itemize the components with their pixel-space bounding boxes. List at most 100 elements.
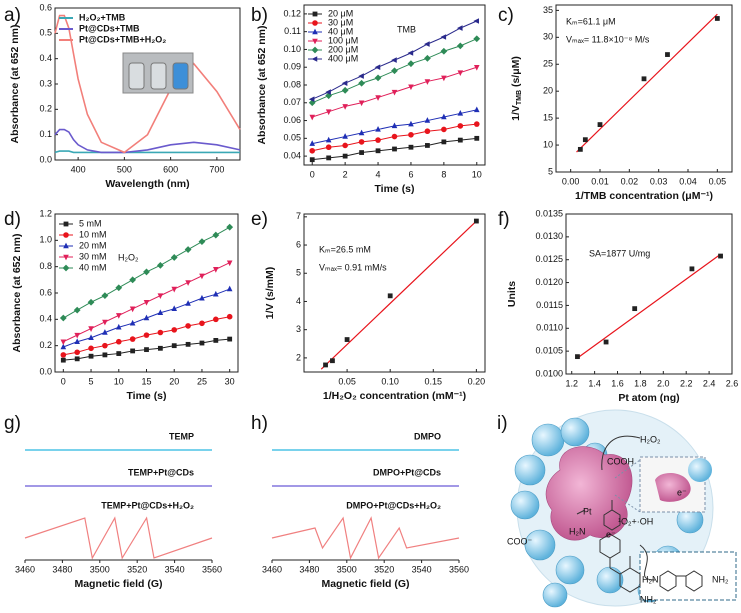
y-axis-title: 1/V (s/mM) <box>264 267 276 320</box>
marker <box>144 347 149 353</box>
legend-label: 30 mM <box>79 251 107 261</box>
marker <box>473 121 480 127</box>
y-tick-label: 0.8 <box>39 261 52 271</box>
marker <box>60 352 67 358</box>
y-tick-label: 25 <box>543 59 553 69</box>
marker <box>387 293 393 299</box>
marker <box>156 261 164 269</box>
marker <box>391 67 398 75</box>
marker <box>424 128 431 135</box>
y-tick-label: 0.5 <box>39 28 52 38</box>
marker <box>102 342 108 349</box>
y-tick-label: 0.05 <box>283 133 301 143</box>
y-tick-label: 1.0 <box>39 235 52 245</box>
arrow <box>639 544 656 581</box>
marker <box>641 76 647 82</box>
marker <box>157 309 164 315</box>
marker <box>341 80 348 87</box>
marker <box>308 96 315 103</box>
marker <box>102 329 108 335</box>
marker <box>718 253 723 259</box>
x-tick-label: 4 <box>376 169 381 179</box>
x-tick-label: 2.6 <box>726 378 739 388</box>
x-axis-title: Wavelength (nm) <box>105 178 189 190</box>
marker <box>115 338 122 345</box>
marker <box>342 104 348 110</box>
x-axis-title: 1/TMB concentration (μM⁻¹) <box>575 190 713 202</box>
marker <box>582 137 588 143</box>
marker <box>473 64 480 71</box>
marker <box>87 298 95 306</box>
marker <box>391 133 398 140</box>
marker <box>185 323 191 329</box>
marker <box>60 343 67 350</box>
oxidized-tmb <box>659 570 703 592</box>
marker <box>342 142 348 149</box>
ligand <box>576 500 621 531</box>
inset-vial <box>172 62 189 90</box>
y-tick-label: 0.10 <box>283 44 301 54</box>
panel-label: g) <box>4 413 21 434</box>
marker <box>408 131 414 138</box>
marker <box>344 337 350 342</box>
marker <box>358 73 364 79</box>
panel-label: d) <box>4 209 21 230</box>
diagram-text: e⁻ <box>677 487 687 497</box>
y-tick-label: 30 <box>543 32 553 42</box>
y-tick-label: 0.11 <box>284 26 301 36</box>
x-axis-title: Pt atom (ng) <box>618 392 679 404</box>
y-tick-label: 2 <box>296 352 301 362</box>
x-tick-label: 3540 <box>165 564 185 574</box>
marker <box>424 54 431 62</box>
y-axis-title: Absorbance (at 652 nm) <box>9 24 21 143</box>
zoom-line <box>614 494 641 513</box>
marker <box>326 155 332 161</box>
marker <box>392 146 397 152</box>
marker <box>323 362 328 368</box>
y-tick-label: 0.07 <box>283 97 301 107</box>
pt-cluster <box>545 446 633 541</box>
marker <box>88 353 94 359</box>
y-axis-title-part: 1/V <box>510 105 522 121</box>
x-tick-label: 3460 <box>15 564 35 574</box>
marker <box>441 113 447 120</box>
marker <box>171 286 178 293</box>
marker <box>374 74 382 82</box>
x-tick-label: 1.4 <box>588 378 601 388</box>
legend-marker <box>312 11 318 17</box>
y-tick-label: 0.0 <box>39 366 52 376</box>
x-axis-title: Magnetic field (G) <box>74 578 162 590</box>
legend-label: 5 mM <box>79 218 102 228</box>
x-tick-label: 3500 <box>90 564 110 574</box>
x-tick-label: 2 <box>343 169 348 179</box>
marker <box>665 52 670 57</box>
marker <box>603 339 609 345</box>
y-tick-label: 0.4 <box>39 314 52 324</box>
marker <box>374 64 381 71</box>
y-tick-label: 0.4 <box>39 53 52 63</box>
marker <box>330 358 335 364</box>
x-tick-label: 3520 <box>127 564 147 574</box>
marker <box>226 313 233 320</box>
y-tick-label: 0.0110 <box>536 323 563 333</box>
marker <box>441 139 447 145</box>
marker <box>157 329 164 336</box>
annotation: SA=1877 U/mg <box>589 248 650 258</box>
marker <box>325 136 332 143</box>
marker <box>102 352 108 358</box>
x-tick-label: 3500 <box>337 564 357 574</box>
y-tick-label: 0.2 <box>39 340 52 350</box>
marker <box>408 144 414 150</box>
marker <box>115 284 123 292</box>
fit-line <box>320 220 477 370</box>
x-axis-title: Magnetic field (G) <box>321 578 409 590</box>
marker <box>440 34 447 40</box>
plot-frame <box>303 213 486 373</box>
marker <box>115 313 122 319</box>
marker <box>375 148 381 154</box>
x-tick-label: 0.15 <box>425 376 443 386</box>
fit-line <box>577 253 721 359</box>
y-tick-label: 0.3 <box>39 78 52 88</box>
x-tick-label: 2.4 <box>703 378 716 388</box>
